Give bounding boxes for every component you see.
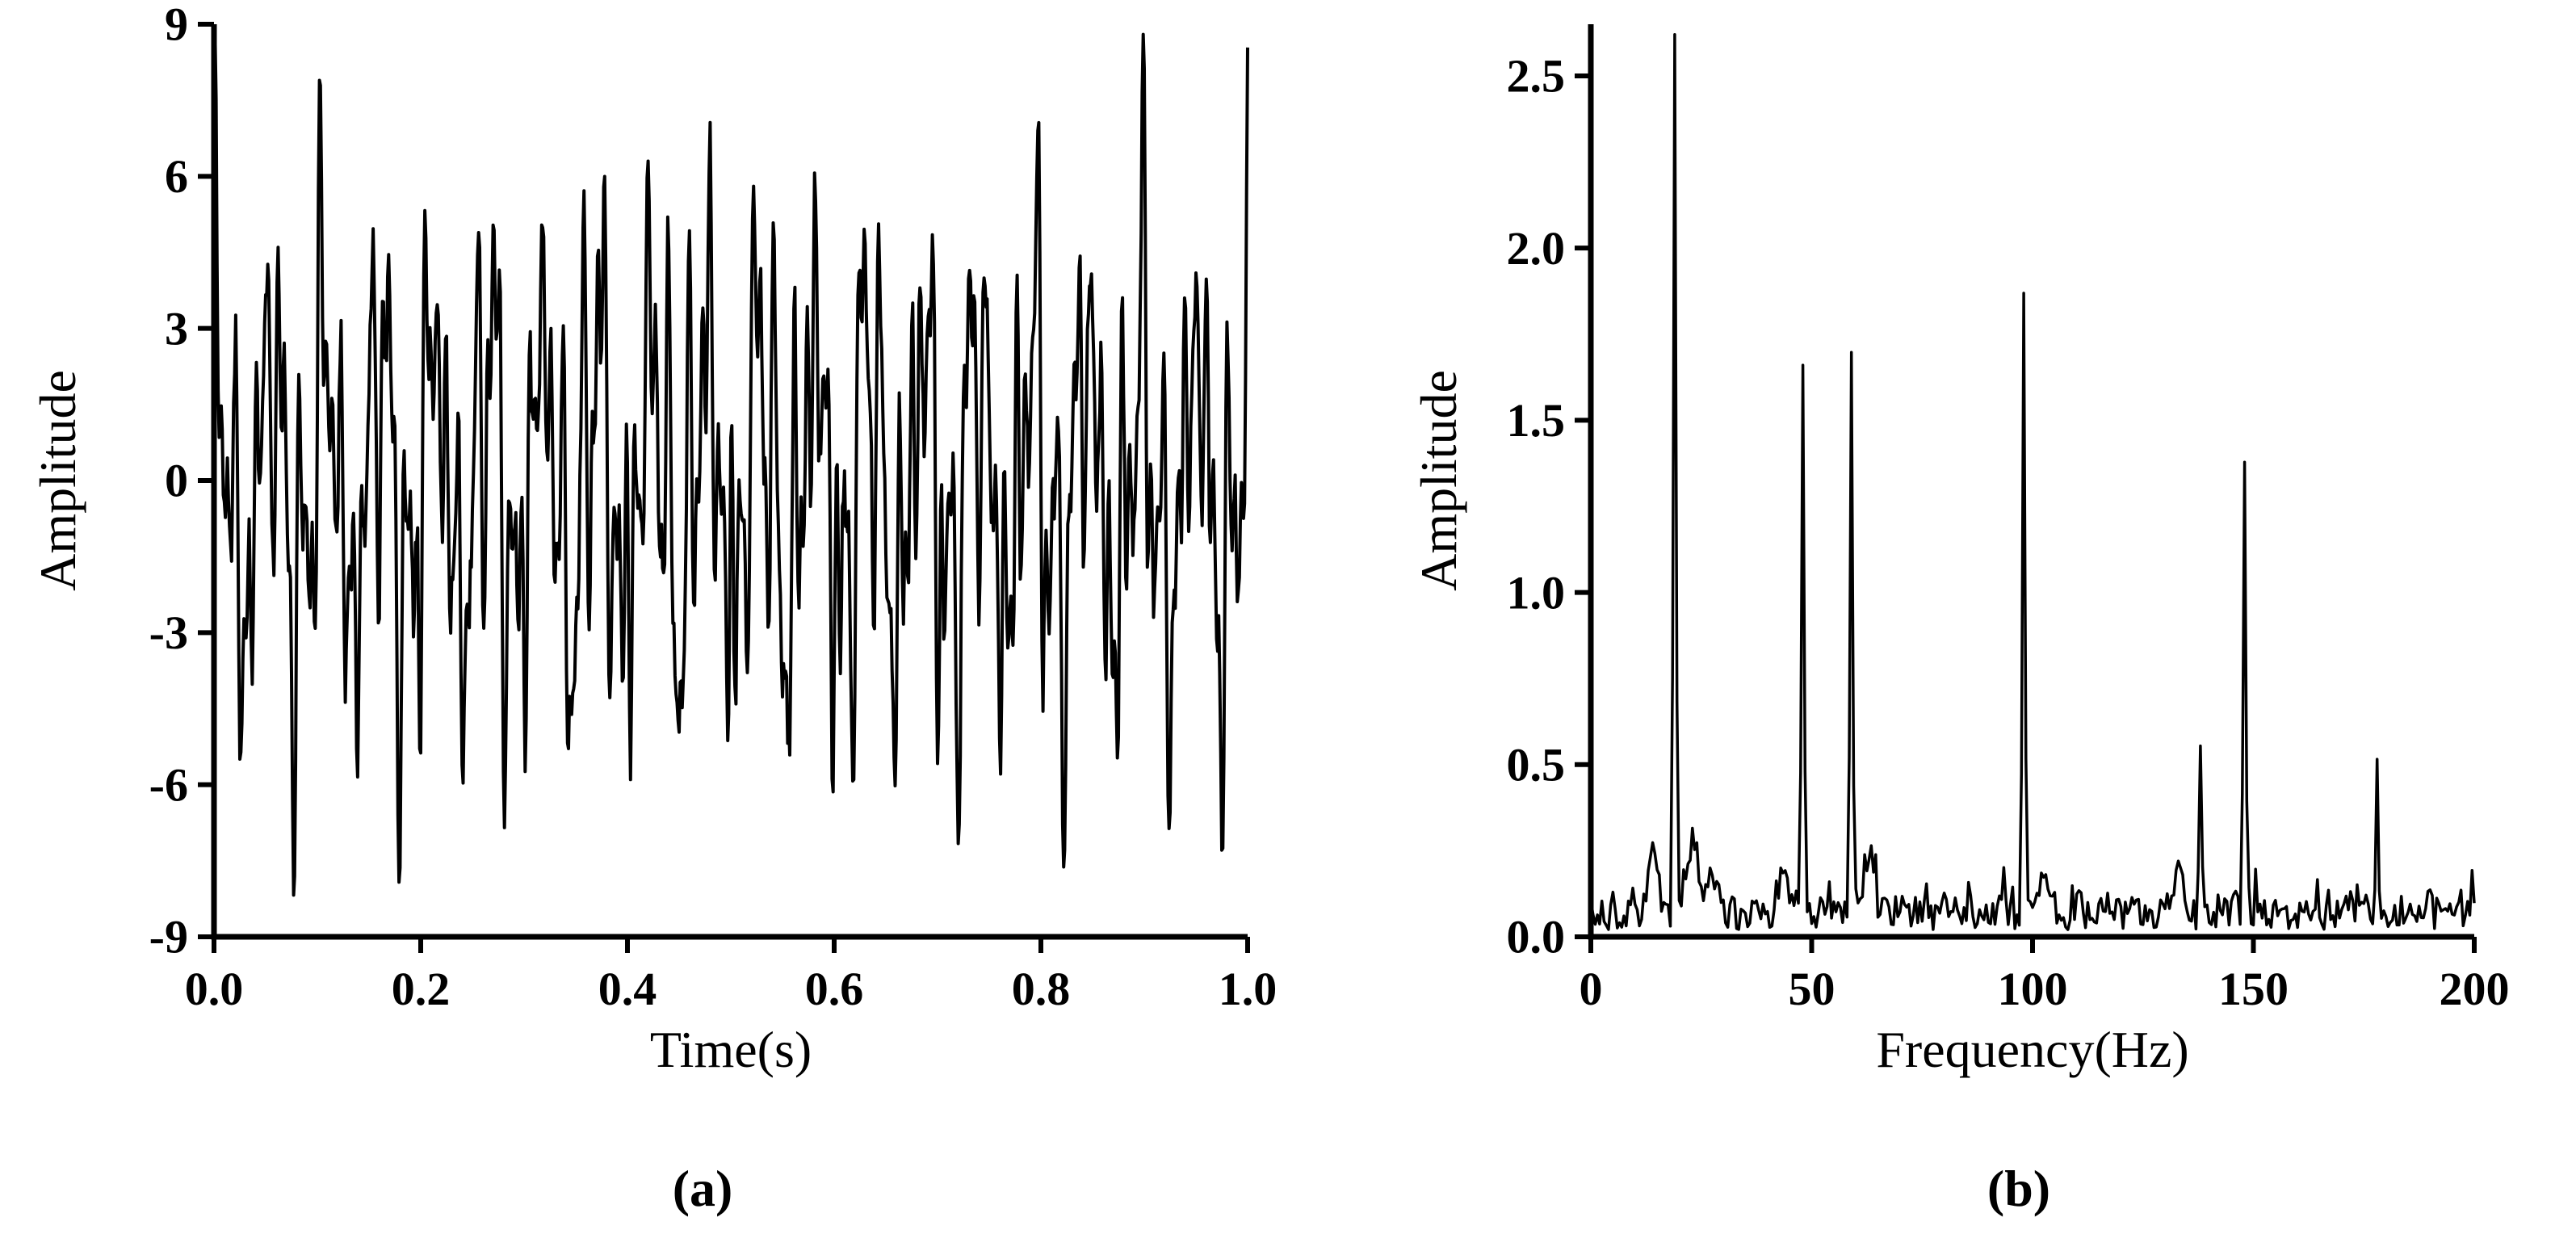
y-tick-label: 2.5 bbox=[1507, 50, 1566, 103]
x-axis-ticks: 0.0 0.2 0.4 0.6 0.8 1.0 bbox=[185, 937, 1278, 1015]
x-tick-label: 0.6 bbox=[805, 963, 864, 1015]
y-axis-ticks: 0.0 0.5 1.0 1.5 2.0 2.5 bbox=[1507, 50, 1591, 963]
y-tick-label: -9 bbox=[149, 911, 188, 963]
y-tick-label: -6 bbox=[149, 758, 188, 811]
x-tick-label: 0.8 bbox=[1012, 963, 1071, 1015]
y-tick-label: 3 bbox=[165, 302, 188, 355]
y-axis-label-spectrum-plot: Amplitude bbox=[1410, 370, 1467, 591]
x-tick-label: 50 bbox=[1789, 963, 1836, 1015]
y-tick-label: -3 bbox=[149, 607, 188, 659]
x-tick-label: 0 bbox=[1580, 963, 1603, 1015]
y-tick-label: 2.0 bbox=[1507, 222, 1566, 275]
x-tick-label: 150 bbox=[2218, 963, 2289, 1015]
spectrum-line bbox=[1589, 33, 2476, 931]
x-tick-label: 200 bbox=[2440, 963, 2510, 1015]
subfigure-a: 0.0 0.2 0.4 0.6 0.8 1.0 -9 -6 -3 0 3 6 9 Amplitude T… bbox=[29, 0, 1278, 1217]
y-tick-label: 1.0 bbox=[1507, 566, 1566, 619]
axes bbox=[1588, 24, 2474, 940]
subfigure-a-caption: (a) bbox=[672, 1160, 733, 1217]
y-tick-label: 1.5 bbox=[1507, 394, 1566, 447]
x-tick-label: 0.4 bbox=[598, 963, 657, 1015]
y-tick-label: 6 bbox=[165, 150, 188, 203]
subfigure-b: 0 50 100 150 200 0.0 0.5 1.0 1.5 2.0 2.5 Amplitude… bbox=[1373, 0, 2576, 1255]
x-tick-label: 0.0 bbox=[185, 963, 244, 1015]
x-tick-label: 0.2 bbox=[392, 963, 451, 1015]
y-axis-ticks: -9 -6 -3 0 3 6 9 bbox=[149, 0, 214, 963]
subfigure-b-caption: (b) bbox=[1987, 1160, 2051, 1217]
x-tick-label: 100 bbox=[1998, 963, 2068, 1015]
time-domain-plot: 0.0 0.2 0.4 0.6 0.8 1.0 -9 -6 -3 0 3 6 9 bbox=[149, 0, 1278, 1015]
x-axis-label-spectrum-plot: Frequency(Hz) bbox=[1876, 1021, 2189, 1078]
frequency-spectrum-plot: 0 50 100 150 200 0.0 0.5 1.0 1.5 2.0 2.5 bbox=[1507, 24, 2510, 1015]
y-tick-label: 9 bbox=[165, 0, 188, 51]
y-tick-label: 0.5 bbox=[1507, 739, 1566, 791]
y-axis-label-time-plot: Amplitude bbox=[29, 370, 86, 591]
y-tick-label: 0 bbox=[165, 455, 188, 507]
x-tick-label: 1.0 bbox=[1219, 963, 1278, 1015]
time-signal-line bbox=[212, 32, 1249, 897]
x-axis-ticks: 0 50 100 150 200 bbox=[1580, 937, 2510, 1015]
y-tick-label: 0.0 bbox=[1507, 911, 1566, 963]
x-axis-label-time-plot: Time(s) bbox=[649, 1021, 812, 1078]
